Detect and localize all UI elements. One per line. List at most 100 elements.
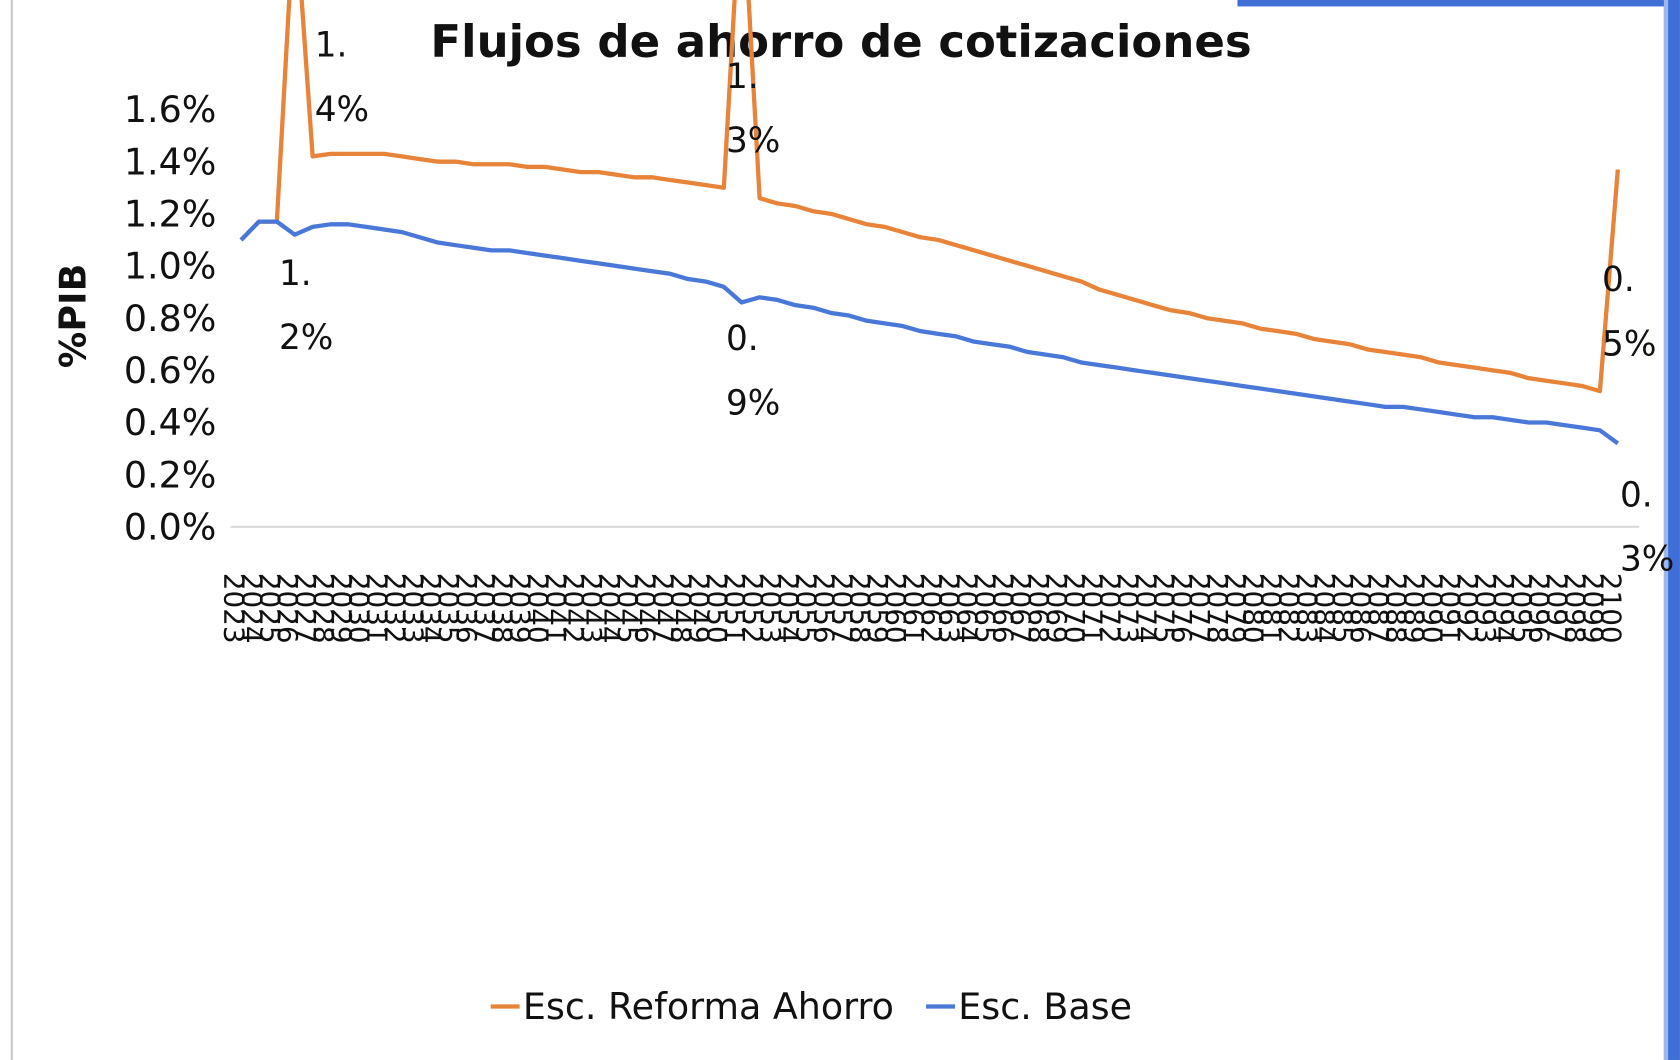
x-tick-label: 2040 [521, 573, 554, 644]
x-tick-label: 2032 [378, 573, 411, 644]
x-tick-label: 2027 [289, 573, 322, 644]
x-tick-label: 2062 [915, 573, 948, 644]
x-tick-label: 2089 [1398, 573, 1431, 644]
x-tick-label: 2038 [486, 573, 519, 644]
x-tick-label: 2078 [1201, 573, 1234, 644]
window-edge [1237, 0, 1667, 7]
x-tick-label: 2086 [1344, 573, 1377, 644]
x-tick-label: 2085 [1326, 573, 1359, 644]
x-tick-label: 2036 [450, 573, 483, 644]
x-tick-label: 2088 [1380, 573, 1413, 644]
x-tick-label: 2099 [1576, 573, 1609, 644]
data-label: 0.9% [725, 317, 781, 423]
y-tick-label: 0.4% [124, 401, 217, 444]
legend-label: Esc. Reforma Ahorro [523, 985, 894, 1028]
x-tick-label: 2074 [1129, 573, 1162, 644]
x-tick-label: 2031 [361, 573, 394, 644]
x-tick-label: 2072 [1094, 573, 1127, 644]
x-tick-label: 2049 [682, 573, 715, 644]
x-tick-label: 2090 [1415, 573, 1448, 644]
x-tick-label: 2044 [593, 573, 626, 644]
x-tick-label: 2051 [718, 573, 751, 644]
data-label: 0.3% [1619, 474, 1675, 580]
x-tick-label: 2037 [468, 573, 501, 644]
x-tick-label: 2056 [808, 573, 841, 644]
x-tick-label: 2071 [1076, 573, 1109, 644]
x-tick-label: 2061 [897, 573, 930, 644]
x-tick-label: 2050 [700, 573, 733, 644]
y-tick-label: 1.2% [124, 192, 217, 235]
x-tick-label: 2076 [1165, 573, 1198, 644]
window-edge [1663, 0, 1669, 1060]
y-tick-label: 0.6% [124, 349, 217, 392]
x-tick-label: 2035 [432, 573, 465, 644]
x-tick-label: 2082 [1272, 573, 1305, 644]
x-tick-label: 2039 [504, 573, 537, 644]
x-tick-label: 2080 [1237, 573, 1270, 644]
x-tick-label: 2091 [1433, 573, 1466, 644]
data-label: 1.3% [725, 56, 781, 161]
x-tick-label: 2098 [1558, 573, 1591, 644]
x-tick-label: 2054 [772, 573, 805, 644]
x-tick-label: 2033 [396, 573, 429, 644]
x-tick-label: 2026 [271, 573, 304, 644]
x-tick-label: 2094 [1487, 573, 1520, 644]
x-tick-label: 2048 [664, 573, 697, 644]
x-tick-label: 2041 [539, 573, 572, 644]
x-tick-label: 2053 [754, 573, 787, 644]
x-tick-label: 2046 [629, 573, 662, 644]
y-tick-label: 1.6% [124, 88, 217, 131]
y-tick-label: 0.0% [124, 505, 217, 548]
x-tick-label: 2095 [1505, 573, 1538, 644]
y-tick-label: 0.8% [124, 297, 217, 340]
x-tick-label: 2065 [968, 573, 1001, 644]
x-tick-label: 2067 [1004, 573, 1037, 644]
y-tick-label: 1.4% [124, 140, 217, 183]
x-tick-label: 2043 [575, 573, 608, 644]
x-tick-label: 2058 [843, 573, 876, 644]
x-tick-label: 2081 [1255, 573, 1288, 644]
x-tick-label: 2070 [1058, 573, 1091, 644]
x-tick-label: 2057 [825, 573, 858, 644]
x-tick-label: 2034 [414, 573, 447, 644]
x-tick-label: 2024 [235, 573, 268, 644]
x-tick-label: 2025 [253, 573, 286, 644]
y-axis-label: %PIB [51, 264, 94, 368]
x-tick-label: 2073 [1111, 573, 1144, 644]
x-tick-label: 2084 [1308, 573, 1341, 644]
x-tick-label: 2096 [1523, 573, 1556, 644]
x-tick-label: 2087 [1362, 573, 1395, 644]
x-tick-label: 2063 [933, 573, 966, 644]
data-label: 1.2% [278, 252, 334, 358]
x-tick-label: 2092 [1451, 573, 1484, 644]
x-tick-label: 2077 [1183, 573, 1216, 644]
x-tick-label: 2060 [879, 573, 912, 644]
legend-label: Esc. Base [958, 985, 1132, 1028]
data-label: 1.4% [314, 24, 370, 130]
chart-title: Flujos de ahorro de cotizaciones [430, 15, 1251, 68]
x-tick-label: 2064 [951, 573, 984, 644]
x-tick-label: 2045 [611, 573, 644, 644]
y-tick-label: 1.0% [124, 245, 217, 288]
x-tick-label: 2030 [343, 573, 376, 644]
x-tick-label: 2066 [986, 573, 1019, 644]
x-tick-label: 2075 [1147, 573, 1180, 644]
x-tick-label: 2083 [1290, 573, 1323, 644]
x-tick-label: 2029 [325, 573, 358, 644]
x-tick-label: 2052 [736, 573, 769, 644]
x-tick-label: 2068 [1022, 573, 1055, 644]
x-tick-label: 2047 [647, 573, 680, 644]
x-tick-label: 2042 [557, 573, 590, 644]
x-tick-label: 2079 [1219, 573, 1252, 644]
x-tick-label: 2059 [861, 573, 894, 644]
series-line [239, 0, 1620, 394]
x-tick-label: 2097 [1541, 573, 1574, 644]
x-tick-label: 2023 [217, 573, 250, 644]
x-tick-label: 2069 [1040, 573, 1073, 644]
y-tick-label: 0.2% [124, 453, 217, 496]
x-tick-label: 2093 [1469, 573, 1502, 644]
x-tick-label: 2028 [307, 573, 340, 644]
x-tick-label: 2055 [790, 573, 823, 644]
data-label: 0.5% [1602, 259, 1657, 365]
